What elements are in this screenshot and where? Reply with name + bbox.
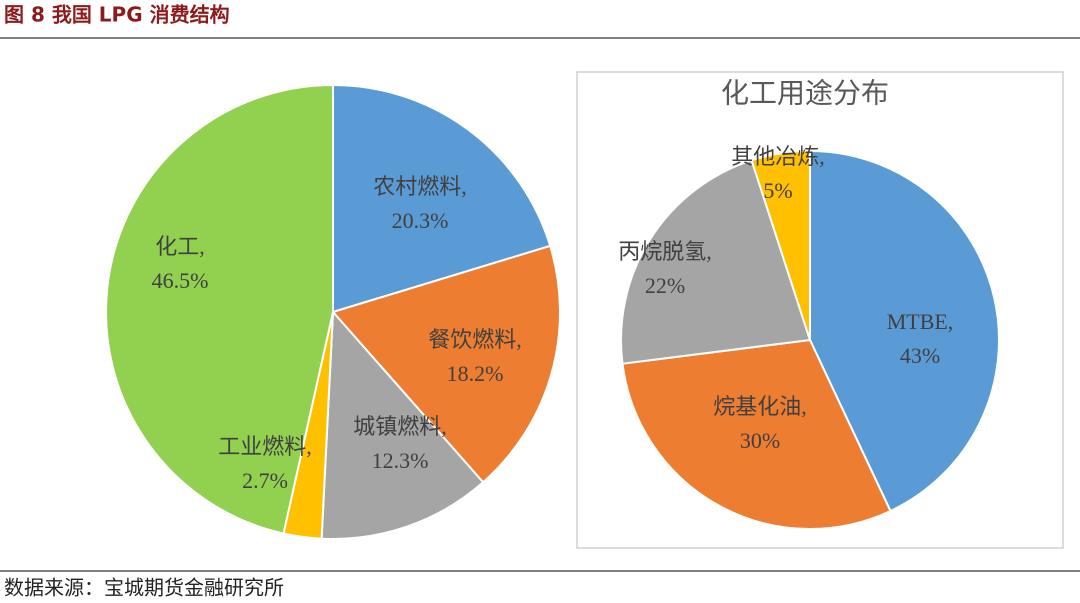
pie-slice <box>320 309 485 540</box>
slice-value-label: 43% <box>900 343 940 368</box>
slice-category: 工业燃料, <box>218 434 312 459</box>
slice-category: 丙烷脱氢, <box>618 239 712 264</box>
source-note: 数据来源：宝城期货金融研究所 <box>4 577 284 600</box>
slice-category: 城镇燃料, <box>353 414 447 439</box>
inset-title: 化工用途分布 <box>721 77 889 109</box>
pie-slice <box>750 149 811 341</box>
pie-slice <box>620 158 812 365</box>
slice-value-label: 2.7% <box>242 468 288 493</box>
slice-category: 其他冶炼, <box>731 144 825 169</box>
slice-category: MTBE, <box>887 309 954 334</box>
pie-slice <box>621 338 892 530</box>
pie-slice <box>809 149 1000 513</box>
slice-value-label: 20.3% <box>392 208 449 233</box>
slice-value-label: 30% <box>740 428 780 453</box>
inset-frame <box>576 71 1064 549</box>
pie-slice <box>331 244 561 484</box>
pie-slice <box>332 83 552 314</box>
slice-category: 化工, <box>155 234 205 259</box>
figure-title: 图 8 我国 LPG 消费结构 <box>4 3 230 27</box>
slice-value-label: 46.5% <box>152 268 209 293</box>
slice-value-label: 5% <box>763 178 792 203</box>
slice-category: 农村燃料, <box>373 174 467 199</box>
slice-category: 餐饮燃料, <box>428 327 522 352</box>
slice-value-label: 12.3% <box>372 448 429 473</box>
slice-value-label: 18.2% <box>447 361 504 386</box>
slice-category: 烷基化油, <box>713 394 807 419</box>
pie-slice <box>105 83 334 535</box>
slice-value-label: 22% <box>645 273 685 298</box>
